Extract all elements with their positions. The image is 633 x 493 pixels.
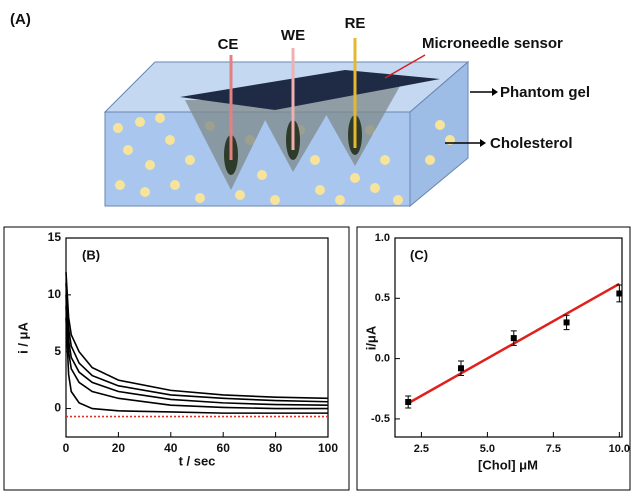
y-tick-label: 0.0 xyxy=(375,353,390,365)
x-tick-label: 20 xyxy=(112,441,126,455)
annotation: Phantom gel xyxy=(500,84,590,101)
y-tick-label: 15 xyxy=(48,230,62,244)
x-tick-label: 5.0 xyxy=(480,443,495,455)
electrode-label: RE xyxy=(345,15,366,32)
arrow-head xyxy=(480,139,486,147)
point xyxy=(563,319,570,326)
point xyxy=(457,365,464,372)
y-tick-label: 5 xyxy=(54,344,61,358)
electrodes xyxy=(224,38,362,175)
annotation: Cholesterol xyxy=(490,135,573,152)
plot-area xyxy=(394,237,623,438)
x-tick-label: 80 xyxy=(269,441,283,455)
x-tick-label: 60 xyxy=(217,441,231,455)
x-axis-label: [Chol] μM xyxy=(478,457,538,472)
line xyxy=(65,283,329,403)
x-tick-label: 0 xyxy=(63,441,70,455)
annotation: Microneedle sensor xyxy=(422,35,563,52)
point xyxy=(405,399,412,406)
y-tick-label: 1.0 xyxy=(375,232,390,244)
point xyxy=(510,335,517,342)
panel-label: (C) xyxy=(410,247,428,262)
x-tick-label: 10.0 xyxy=(609,443,630,455)
plot-area xyxy=(65,237,329,438)
line xyxy=(65,294,329,406)
line xyxy=(65,306,328,410)
sensor-plate xyxy=(180,70,440,110)
arrow-head xyxy=(492,88,498,96)
electrode-label: CE xyxy=(218,36,239,53)
panel-frame xyxy=(3,226,350,491)
panel-frame xyxy=(356,226,631,491)
y-tick-label: 0 xyxy=(54,401,61,415)
y-tick-label: 0.5 xyxy=(375,292,390,304)
x-tick-label: 2.5 xyxy=(414,443,429,455)
arrow xyxy=(384,54,426,79)
y-axis-label: i / μA xyxy=(15,321,30,353)
y-axis-label: i/μA xyxy=(363,325,378,350)
panel-label: (B) xyxy=(82,247,100,262)
x-tick-label: 40 xyxy=(164,441,178,455)
electrode-label: WE xyxy=(281,27,305,44)
panel-label: (A) xyxy=(10,11,31,28)
x-axis-label: t / sec xyxy=(179,453,216,468)
x-tick-label: 7.5 xyxy=(546,443,561,455)
x-tick-label: 100 xyxy=(318,441,338,455)
line xyxy=(65,272,329,400)
y-tick-label: -0.5 xyxy=(371,413,390,425)
y-tick-label: 10 xyxy=(48,287,62,301)
line xyxy=(65,317,328,414)
diagram: (A) CE WE RE Microneedle sensor xyxy=(10,11,590,208)
point xyxy=(616,290,623,297)
